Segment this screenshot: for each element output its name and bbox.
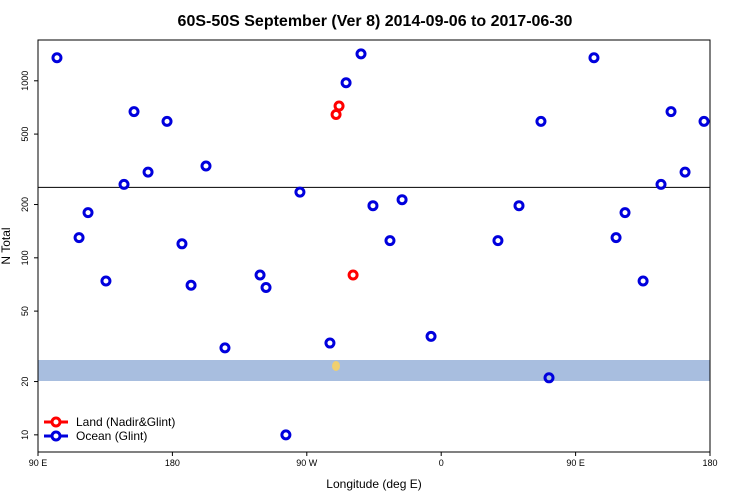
x-tick-label: 90 W	[296, 458, 318, 468]
point	[396, 194, 408, 206]
y-tick-label: 100	[20, 250, 30, 265]
y-tick-label: 200	[20, 197, 30, 212]
point	[355, 48, 367, 60]
point	[118, 178, 130, 190]
plot-frame	[37, 39, 711, 453]
point	[619, 207, 631, 219]
point	[176, 238, 188, 250]
map-strip	[38, 360, 710, 381]
point	[333, 100, 345, 112]
point	[82, 207, 94, 219]
x-tick-label: 90 E	[29, 458, 48, 468]
y-tick-label: 500	[20, 127, 30, 142]
point	[73, 232, 85, 244]
point	[219, 342, 231, 354]
point	[588, 52, 600, 64]
map-land	[332, 361, 340, 371]
point	[637, 275, 649, 287]
y-tick-label: 10	[20, 430, 30, 440]
point	[161, 115, 173, 127]
point	[513, 200, 525, 212]
chart-title: 60S-50S September (Ver 8) 2014-09-06 to …	[178, 13, 573, 30]
legend-marker	[50, 416, 62, 428]
point	[142, 166, 154, 178]
point	[698, 115, 710, 127]
y-tick-label: 50	[20, 306, 30, 316]
point	[324, 337, 336, 349]
point	[51, 52, 63, 64]
point	[128, 106, 140, 118]
point	[100, 275, 112, 287]
point	[384, 235, 396, 247]
point	[294, 186, 306, 198]
y-tick-label: 1000	[20, 71, 30, 91]
point	[330, 109, 342, 121]
point	[535, 115, 547, 127]
point	[280, 429, 292, 441]
point	[347, 269, 359, 281]
legend-label: Land (Nadir&Glint)	[76, 415, 175, 429]
x-tick-label: 0	[439, 458, 444, 468]
x-tick-label: 180	[702, 458, 717, 468]
x-tick-label: 90 E	[566, 458, 585, 468]
x-tick-label: 180	[165, 458, 180, 468]
point	[367, 200, 379, 212]
point	[679, 166, 691, 178]
legend-marker	[50, 430, 62, 442]
point	[425, 330, 437, 342]
point	[254, 269, 266, 281]
legend-label: Ocean (Glint)	[76, 429, 147, 443]
point	[655, 178, 667, 190]
point	[665, 106, 677, 118]
x-axis-label: Longitude (deg E)	[326, 477, 421, 491]
y-axis-label: N Total	[0, 227, 13, 264]
y-tick-label: 20	[20, 377, 30, 387]
point	[610, 232, 622, 244]
point	[185, 279, 197, 291]
point	[260, 281, 272, 293]
point	[492, 235, 504, 247]
point	[200, 160, 212, 172]
point	[543, 372, 555, 384]
point	[340, 77, 352, 89]
